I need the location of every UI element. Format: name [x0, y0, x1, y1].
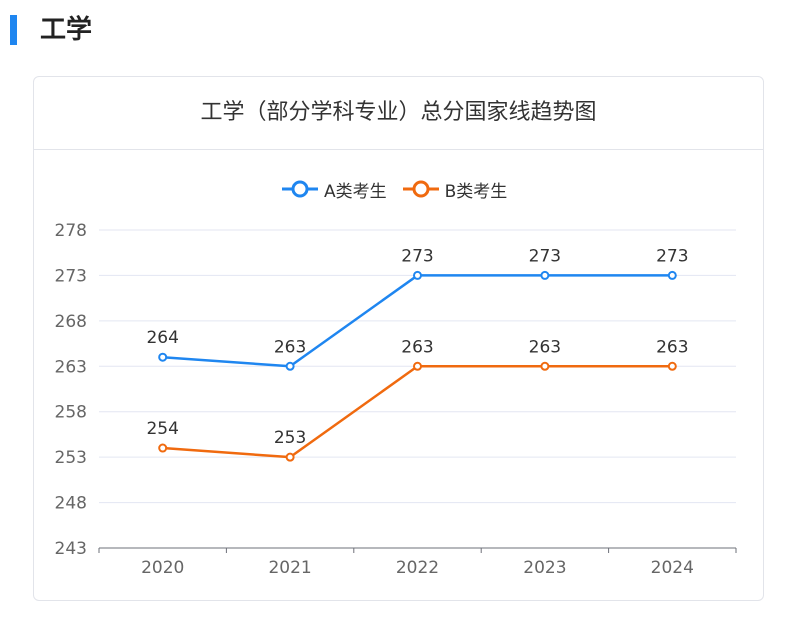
data-label: 263 — [529, 337, 561, 357]
section-header: 工学 — [0, 0, 800, 60]
data-label: 263 — [401, 337, 433, 357]
data-label: 273 — [401, 246, 433, 266]
data-point — [667, 270, 677, 280]
data-point — [413, 361, 422, 371]
data-point — [540, 361, 550, 371]
legend-label-a: A类考生 — [324, 181, 387, 202]
chart-card-header: 工学（部分学科专业）总分国家线趋势图 — [34, 77, 763, 150]
data-point — [667, 361, 677, 371]
data-label: 263 — [656, 337, 688, 357]
y-tick-label: 248 — [55, 494, 87, 514]
y-tick-label: 243 — [55, 539, 87, 559]
x-tick-label: 2021 — [268, 558, 311, 578]
y-tick-label: 258 — [55, 403, 87, 423]
line-chart: 243 248 253 258 263 268 273 278 2020 2021 2022 2023… — [55, 221, 737, 578]
data-label: 273 — [529, 246, 561, 266]
data-point — [540, 270, 550, 280]
section-accent-bar — [10, 15, 17, 45]
chart-card: 工学（部分学科专业）总分国家线趋势图 A类考生 B类考生 243 248 253 25… — [33, 76, 764, 601]
x-tick-label: 2022 — [396, 558, 439, 578]
legend-item-b[interactable]: B类考生 — [401, 177, 508, 202]
legend-item-a[interactable]: A类考生 — [280, 177, 387, 202]
y-tick-label: 268 — [55, 312, 87, 332]
data-point — [158, 443, 168, 453]
y-tick-label: 278 — [55, 221, 87, 241]
section-title: 工学 — [40, 15, 93, 45]
y-tick-label: 253 — [55, 448, 87, 468]
y-tick-label: 263 — [55, 357, 87, 377]
data-label: 263 — [274, 337, 306, 357]
data-point — [413, 270, 422, 280]
data-label: 253 — [274, 428, 306, 448]
data-label: 264 — [146, 328, 178, 348]
legend-marker-a — [282, 180, 318, 198]
data-point — [285, 452, 295, 462]
chart-legend: A类考生 B类考生 — [280, 177, 521, 202]
y-tick-label: 273 — [55, 266, 87, 286]
data-point — [158, 352, 168, 362]
x-tick-label: 2024 — [651, 558, 694, 578]
legend-marker-b — [402, 180, 439, 198]
data-point — [285, 361, 295, 371]
x-tick-label: 2023 — [523, 558, 566, 578]
chart-title: 工学（部分学科专业）总分国家线趋势图 — [200, 100, 597, 125]
data-label: 273 — [656, 246, 688, 266]
data-label: 254 — [146, 419, 178, 439]
x-tick-label: 2020 — [141, 558, 184, 578]
legend-label-b: B类考生 — [444, 181, 508, 202]
